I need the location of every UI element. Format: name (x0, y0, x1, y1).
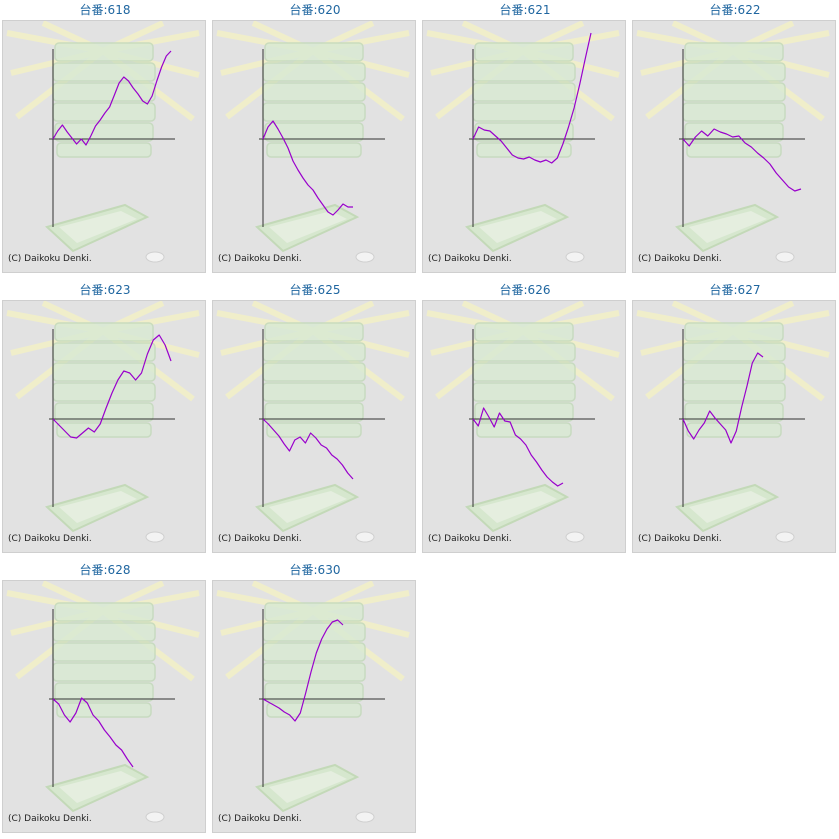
machine-number-title[interactable]: 台番:618 (79, 3, 131, 17)
background-illustration (427, 23, 619, 262)
machine-number-title[interactable]: 台番:626 (499, 283, 551, 297)
background-illustration (7, 23, 199, 262)
machine-number-title[interactable]: 台番:621 (499, 3, 551, 17)
machine-graph-card: 台番:630 (C) Daikoku Denki. (210, 560, 420, 834)
machine-graph-card: 台番:622 (C) Daikoku Denki. (630, 0, 839, 274)
copyright-credit: (C) Daikoku Denki. (638, 534, 722, 544)
graph-panel: (C) Daikoku Denki. (212, 580, 416, 833)
slump-line (52, 50, 172, 146)
slump-line (52, 697, 134, 768)
copyright-credit: (C) Daikoku Denki. (428, 534, 512, 544)
slump-line (682, 352, 764, 444)
slump-graph-svg (3, 21, 205, 272)
background-illustration (7, 303, 199, 542)
slump-line (262, 120, 353, 216)
slump-line (682, 128, 802, 192)
background-illustration (217, 583, 409, 822)
slump-line (262, 619, 344, 722)
machine-graph-card: 台番:628 (C) Daikoku Denki. (0, 560, 210, 834)
graph-panel: (C) Daikoku Denki. (422, 300, 626, 553)
slump-graph-svg (423, 21, 625, 272)
background-illustration (427, 303, 619, 542)
graph-panel: (C) Daikoku Denki. (2, 300, 206, 553)
machine-number-title[interactable]: 台番:620 (289, 3, 341, 17)
machine-number-title[interactable]: 台番:630 (289, 563, 341, 577)
copyright-credit: (C) Daikoku Denki. (428, 254, 512, 264)
copyright-credit: (C) Daikoku Denki. (218, 254, 302, 264)
background-illustration (637, 303, 829, 542)
copyright-credit: (C) Daikoku Denki. (8, 254, 92, 264)
slump-line (262, 418, 354, 480)
copyright-credit: (C) Daikoku Denki. (218, 534, 302, 544)
slump-graph-svg (633, 21, 835, 272)
copyright-credit: (C) Daikoku Denki. (8, 814, 92, 824)
copyright-credit: (C) Daikoku Denki. (8, 534, 92, 544)
graph-panel: (C) Daikoku Denki. (632, 20, 836, 273)
background-illustration (217, 23, 409, 262)
graph-panel: (C) Daikoku Denki. (212, 300, 416, 553)
copyright-credit: (C) Daikoku Denki. (638, 254, 722, 264)
slump-graph-svg (213, 581, 415, 832)
machine-graph-card: 台番:618 (C) Daikoku Denki. (0, 0, 210, 274)
graph-panel: (C) Daikoku Denki. (2, 580, 206, 833)
background-illustration (217, 303, 409, 542)
slump-graph-svg (3, 581, 205, 832)
machine-number-title[interactable]: 台番:625 (289, 283, 341, 297)
slump-line (52, 334, 172, 439)
slump-line (472, 32, 592, 164)
slump-graph-svg (3, 301, 205, 552)
slump-graph-svg (423, 301, 625, 552)
slump-line (472, 407, 564, 487)
slump-graph-svg (213, 21, 415, 272)
graph-panel: (C) Daikoku Denki. (422, 20, 626, 273)
machine-number-title[interactable]: 台番:622 (709, 3, 761, 17)
machine-graph-card: 台番:623 (C) Daikoku Denki. (0, 280, 210, 554)
copyright-credit: (C) Daikoku Denki. (218, 814, 302, 824)
machine-graph-card: 台番:621 (C) Daikoku Denki. (420, 0, 630, 274)
machine-graph-card: 台番:625 (C) Daikoku Denki. (210, 280, 420, 554)
background-illustration (7, 583, 199, 822)
graph-panel: (C) Daikoku Denki. (212, 20, 416, 273)
graph-panel: (C) Daikoku Denki. (2, 20, 206, 273)
background-illustration (637, 23, 829, 262)
graph-panel: (C) Daikoku Denki. (632, 300, 836, 553)
machine-graph-card: 台番:626 (C) Daikoku Denki. (420, 280, 630, 554)
machine-graph-card: 台番:627 (C) Daikoku Denki. (630, 280, 839, 554)
machine-number-title[interactable]: 台番:627 (709, 283, 761, 297)
machine-graph-card: 台番:620 (C) Daikoku Denki. (210, 0, 420, 274)
slump-graph-svg (633, 301, 835, 552)
machine-number-title[interactable]: 台番:628 (79, 563, 131, 577)
slump-graph-svg (213, 301, 415, 552)
machine-number-title[interactable]: 台番:623 (79, 283, 131, 297)
